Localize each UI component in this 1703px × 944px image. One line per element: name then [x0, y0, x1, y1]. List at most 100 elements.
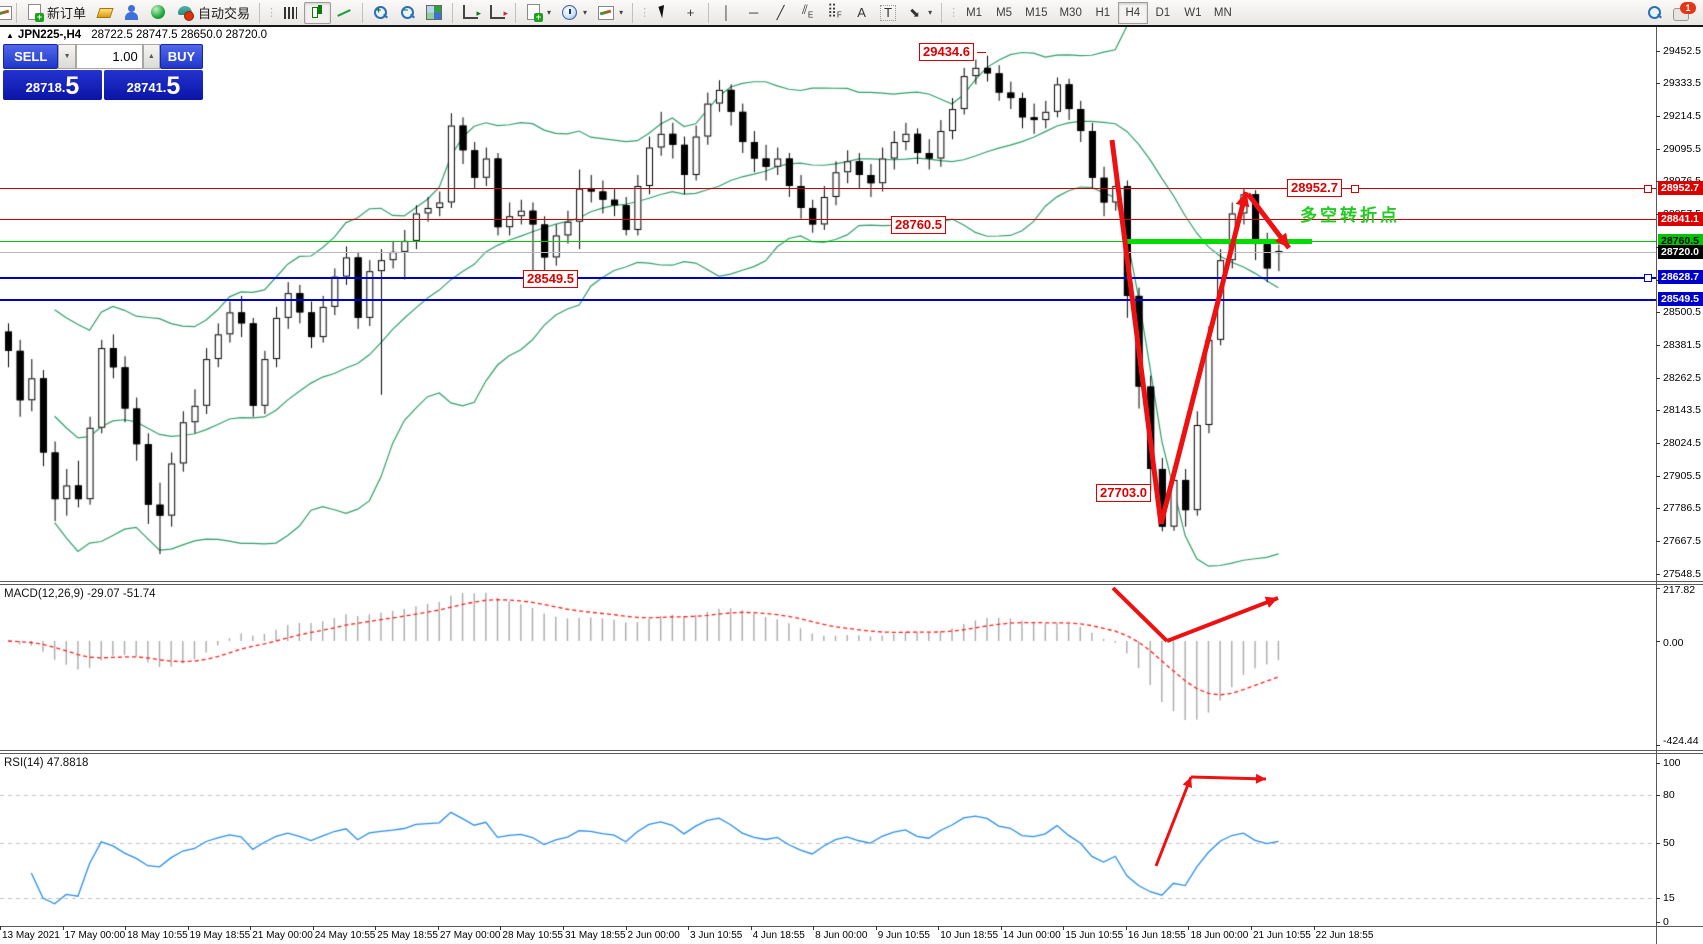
line-handle[interactable]	[1644, 274, 1652, 282]
time-label: 19 May 18:55	[189, 930, 251, 941]
thick-green-trendline[interactable]	[1125, 239, 1312, 244]
notifications-button[interactable]: 1	[1668, 2, 1696, 24]
timeframe-h4-button[interactable]: H4	[1117, 1, 1148, 24]
volume-input[interactable]: 1.00	[75, 44, 143, 69]
toolbar-grip: ⋮	[948, 7, 959, 19]
horizontal-level-line[interactable]	[0, 219, 1656, 220]
price-badge: 28952.7	[1658, 181, 1703, 195]
horizontal-level-line[interactable]	[0, 277, 1656, 279]
text-tool-button[interactable]: A	[848, 2, 875, 24]
timeframe-m15-button[interactable]: M15	[1019, 2, 1053, 24]
horizontal-level-line[interactable]	[0, 299, 1656, 301]
price-tick-label: 29214.5	[1663, 110, 1701, 122]
bar-chart-button[interactable]	[277, 2, 304, 24]
horizontal-level-line[interactable]	[0, 188, 1656, 189]
bar-chart-icon	[282, 4, 299, 21]
price-tick-label: 29095.5	[1663, 143, 1701, 155]
person-icon	[123, 4, 140, 21]
sell-price-button[interactable]: 28718. 5	[3, 70, 102, 100]
axis-tick-mark	[1656, 588, 1660, 589]
time-tick-mark	[1125, 926, 1127, 930]
price-label[interactable]: 28760.5	[891, 216, 946, 234]
timeframe-w1-button[interactable]: W1	[1178, 2, 1208, 24]
fibonacci-tool-button[interactable]: ⣿F	[821, 2, 848, 24]
axis-tick-mark	[1656, 641, 1660, 642]
time-tick-mark	[312, 926, 314, 930]
horizontal-line-tool-button[interactable]: ─	[740, 2, 767, 24]
buy-button[interactable]: BUY	[160, 44, 204, 69]
crosshair-tool-button[interactable]: +	[677, 2, 704, 24]
price-badge: 28549.5	[1658, 292, 1703, 306]
search-icon	[1646, 4, 1663, 21]
horizontal-level-line[interactable]	[0, 252, 1656, 253]
line-chart-button[interactable]	[331, 2, 358, 24]
axis-tick-mark	[1656, 83, 1660, 84]
time-tick-mark	[500, 926, 502, 930]
timeframe-m5-button[interactable]: M5	[989, 2, 1019, 24]
timeframe-mn-button[interactable]: MN	[1208, 2, 1238, 24]
chinese-annotation-text[interactable]: 多空转折点	[1300, 206, 1400, 225]
price-label[interactable]: 28549.5	[523, 270, 578, 288]
chevron-down-icon: ▾	[547, 8, 552, 17]
axis-tick-mark	[1656, 763, 1660, 764]
price-label-connector	[977, 52, 986, 53]
zoom-in-button[interactable]: +	[367, 2, 394, 24]
new-order-button[interactable]: + 新订单	[21, 2, 91, 24]
templates-button[interactable]: ▾	[592, 2, 628, 24]
clock-icon	[561, 4, 578, 21]
timeframe-h1-button[interactable]: H1	[1088, 2, 1118, 24]
price-label[interactable]: 29434.6	[919, 43, 974, 61]
new-order-icon: +	[26, 4, 44, 22]
candlestick-chart-button[interactable]	[304, 1, 332, 24]
pane-divider	[0, 753, 1703, 754]
vertical-line-tool-button[interactable]: │	[713, 2, 740, 24]
sell-button[interactable]: SELL	[3, 44, 59, 69]
timeframe-d1-button[interactable]: D1	[1148, 2, 1178, 24]
pane-divider[interactable]	[0, 750, 1703, 751]
candlestick-icon	[309, 4, 326, 21]
chart-canvas[interactable]	[0, 27, 1703, 944]
axis-tick-mark	[1656, 745, 1660, 746]
horizontal-level-line[interactable]	[0, 241, 1656, 242]
rsi-tick-label: 50	[1663, 837, 1675, 849]
tile-windows-button[interactable]	[421, 2, 448, 24]
channel-tool-button[interactable]: ⫽E	[794, 2, 821, 24]
time-label: 9 Jun 10:55	[877, 930, 930, 941]
timeframe-m30-button[interactable]: M30	[1053, 2, 1087, 24]
toolbar-divider	[0, 25, 1703, 27]
time-tick-mark	[1251, 926, 1252, 930]
indicators-button[interactable]: + ▾	[520, 2, 556, 24]
shapes-tool-button[interactable]: ⬊ ▾	[901, 2, 937, 24]
autotrading-icon	[177, 4, 195, 21]
new-chart-button[interactable]	[145, 2, 172, 24]
trendline-tool-button[interactable]: ╱	[767, 2, 794, 24]
autotrading-button[interactable]: 自动交易	[172, 2, 255, 24]
chart-shift-button[interactable]	[484, 2, 511, 24]
auto-scroll-button[interactable]	[457, 2, 484, 24]
volume-increase-button[interactable]: ▲	[142, 44, 160, 69]
arrows-icon: ⬊	[909, 5, 921, 20]
navigator-button[interactable]	[118, 2, 145, 24]
time-tick-mark	[688, 926, 690, 930]
time-tick-mark	[62, 926, 64, 930]
line-handle[interactable]	[1644, 185, 1652, 193]
time-tick-mark	[1188, 926, 1190, 930]
time-label: 25 May 18:55	[377, 930, 438, 941]
periods-button[interactable]: ▾	[556, 2, 592, 24]
zoom-out-button[interactable]: −	[394, 2, 421, 24]
time-tick-mark	[125, 926, 127, 930]
price-label[interactable]: 27703.0	[1096, 484, 1151, 502]
toolbar: + 新订单 自动交易 ⋮ + − +▾ ▾ ▾ ⋮ +	[0, 0, 1703, 25]
price-tick-label: 28500.5	[1663, 306, 1701, 318]
cursor-tool-button[interactable]	[650, 2, 677, 24]
timeframe-m1-button[interactable]: M1	[959, 2, 989, 24]
volume-decrease-button[interactable]: ▼	[58, 44, 76, 69]
axis-tick-mark	[1656, 345, 1660, 346]
label-handle[interactable]	[1351, 185, 1359, 193]
buy-price-button[interactable]: 28741. 5	[104, 70, 203, 100]
market-watch-button[interactable]	[91, 2, 118, 24]
price-label[interactable]: 28952.7	[1287, 179, 1342, 197]
label-tool-button[interactable]: T	[875, 2, 901, 24]
search-button[interactable]	[1641, 2, 1668, 24]
pane-divider[interactable]	[0, 581, 1703, 582]
